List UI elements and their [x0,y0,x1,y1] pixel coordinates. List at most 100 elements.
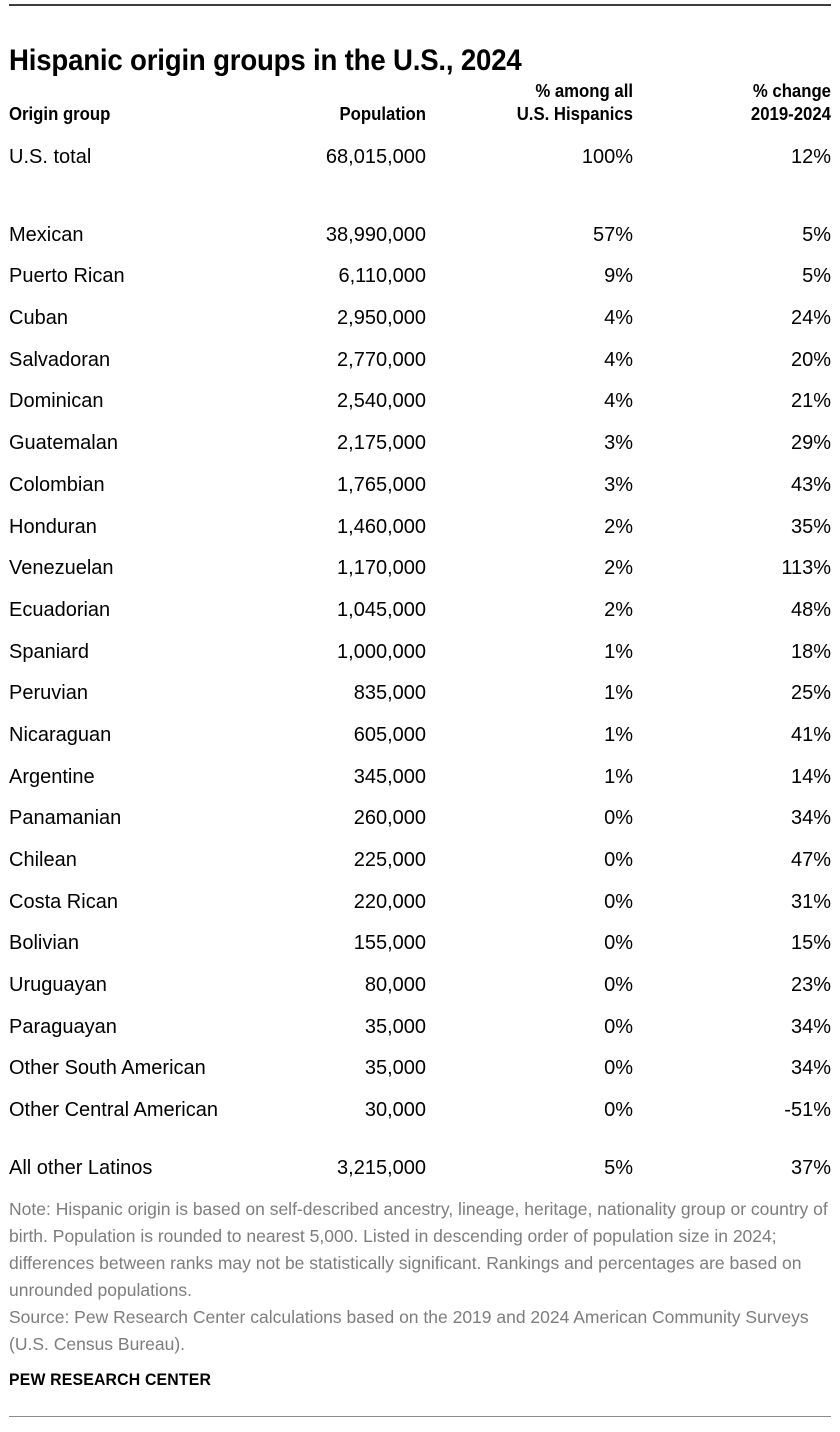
cell-population: 35,000 [364,1057,426,1080]
cell-origin-group: Nicaraguan [9,723,112,746]
cell-change: 14% [790,765,831,788]
cell-population: 220,000 [353,890,426,913]
cell-origin-group: Bolivian [9,932,80,955]
cell-population: 345,000 [353,765,426,788]
cell-share: 3% [604,432,633,455]
cell-share: 0% [604,807,633,830]
cell-population: 30,000 [364,1099,426,1122]
cell-change: 34% [790,1015,831,1038]
table-row: Salvadoran 2,770,000 4% 20% [9,339,831,381]
cell-share: 3% [604,473,633,496]
cell-share: 1% [604,765,633,788]
cell-change: 37% [790,1156,831,1179]
spacer-cell [9,1131,831,1147]
table-row: Other Central American 30,000 0% -51% [9,1089,831,1131]
table-header: Origin group Population % among all U.S.… [9,80,831,136]
cell-share: 0% [604,932,633,955]
cell-change: 43% [790,473,831,496]
table-row: Honduran 1,460,000 2% 35% [9,506,831,548]
table-row: Mexican 38,990,000 57% 5% [9,214,831,256]
cell-origin-group: Cuban [9,307,68,330]
cell-origin-group: Costa Rican [9,890,118,913]
cell-population: 3,215,000 [337,1156,426,1179]
cell-share: 2% [604,515,633,538]
table-row: Guatemalan 2,175,000 3% 29% [9,422,831,464]
column-header-change-line1: % change [752,81,831,101]
cell-share: 1% [604,723,633,746]
table-row: Argentine 345,000 1% 14% [9,756,831,798]
cell-population: 2,175,000 [337,432,426,455]
cell-share: 1% [604,640,633,663]
cell-population: 68,015,000 [325,146,426,168]
cell-population: 1,045,000 [337,598,426,621]
table-row: Ecuadorian 1,045,000 2% 48% [9,589,831,631]
cell-share: 4% [604,390,633,413]
cell-change: 48% [790,598,831,621]
table-header-row: Origin group Population % among all U.S.… [9,80,831,136]
cell-origin-group: Chilean [9,849,77,871]
table-row: Uruguayan 80,000 0% 23% [9,964,831,1006]
cell-population: 2,950,000 [337,307,426,330]
table-row-total: U.S. total 68,015,000 100% 12% [9,136,831,178]
table-row: Paraguayan 35,000 0% 34% [9,1006,831,1048]
cell-change: 29% [790,432,831,455]
bottom-divider-rule [9,1416,831,1417]
table-body: U.S. total 68,015,000 100% 12% Mexican 38… [9,136,831,1189]
cell-share: 5% [604,1156,633,1179]
cell-population: 835,000 [353,682,426,705]
cell-origin-group: Argentine [9,765,95,788]
table-row: Panamanian 260,000 0% 34% [9,797,831,839]
cell-change: 12% [790,146,831,168]
cell-change: 5% [802,265,831,288]
cell-change: 34% [790,807,831,830]
cell-origin-group: Peruvian [9,682,88,705]
source-text: Source: Pew Research Center calculations… [9,1307,809,1354]
cell-origin-group: Paraguayan [9,1015,117,1038]
cell-change: 35% [790,515,831,538]
table-row: Peruvian 835,000 1% 25% [9,672,831,714]
cell-population: 1,460,000 [337,515,426,538]
cell-share: 2% [604,598,633,621]
cell-origin-group: Uruguayan [9,974,107,997]
table-row: Colombian 1,765,000 3% 43% [9,464,831,506]
table-spacer-after-total [9,178,831,214]
cell-population: 35,000 [364,1015,426,1038]
cell-population: 1,170,000 [337,557,426,580]
table-row: Other South American 35,000 0% 34% [9,1047,831,1089]
cell-share: 4% [604,307,633,330]
column-header-share-line1: % among all [535,81,633,101]
cell-share: 57% [592,223,633,246]
cell-population: 155,000 [353,932,426,955]
cell-change: -51% [784,1099,831,1122]
column-header-origin-group: Origin group [9,80,275,136]
column-header-change: % change 2019-2024 [647,80,831,136]
cell-origin-group: Venezuelan [9,557,114,580]
table-row: Cuban 2,950,000 4% 24% [9,297,831,339]
table-row: Bolivian 155,000 0% 15% [9,922,831,964]
cell-population: 605,000 [353,723,426,746]
cell-origin-group: Other South American [9,1057,206,1080]
cell-origin-group: Honduran [9,515,97,538]
cell-population: 225,000 [353,849,426,871]
cell-share: 0% [604,1099,633,1122]
table-row: Venezuelan 1,170,000 2% 113% [9,547,831,589]
cell-population: 1,765,000 [337,473,426,496]
cell-population: 1,000,000 [337,640,426,663]
column-header-population: Population [304,80,426,136]
column-header-share-line2: U.S. Hispanics [516,104,633,124]
table-row-all-other-latinos: All other Latinos 3,215,000 5% 37% [9,1147,831,1189]
cell-share: 9% [604,265,633,288]
cell-share: 4% [604,348,633,371]
table-row: Costa Rican 220,000 0% 31% [9,881,831,923]
cell-population: 6,110,000 [338,265,427,288]
cell-change: 41% [790,723,831,746]
cell-population: 38,990,000 [325,223,426,246]
note-text: Note: Hispanic origin is based on self-d… [9,1199,828,1300]
cell-share: 100% [581,146,633,168]
cell-origin-group: All other Latinos [9,1156,153,1179]
table-row: Dominican 2,540,000 4% 21% [9,380,831,422]
cell-change: 15% [790,932,831,955]
cell-change: 23% [790,974,831,997]
column-header-origin-group-label: Origin group [9,104,111,124]
